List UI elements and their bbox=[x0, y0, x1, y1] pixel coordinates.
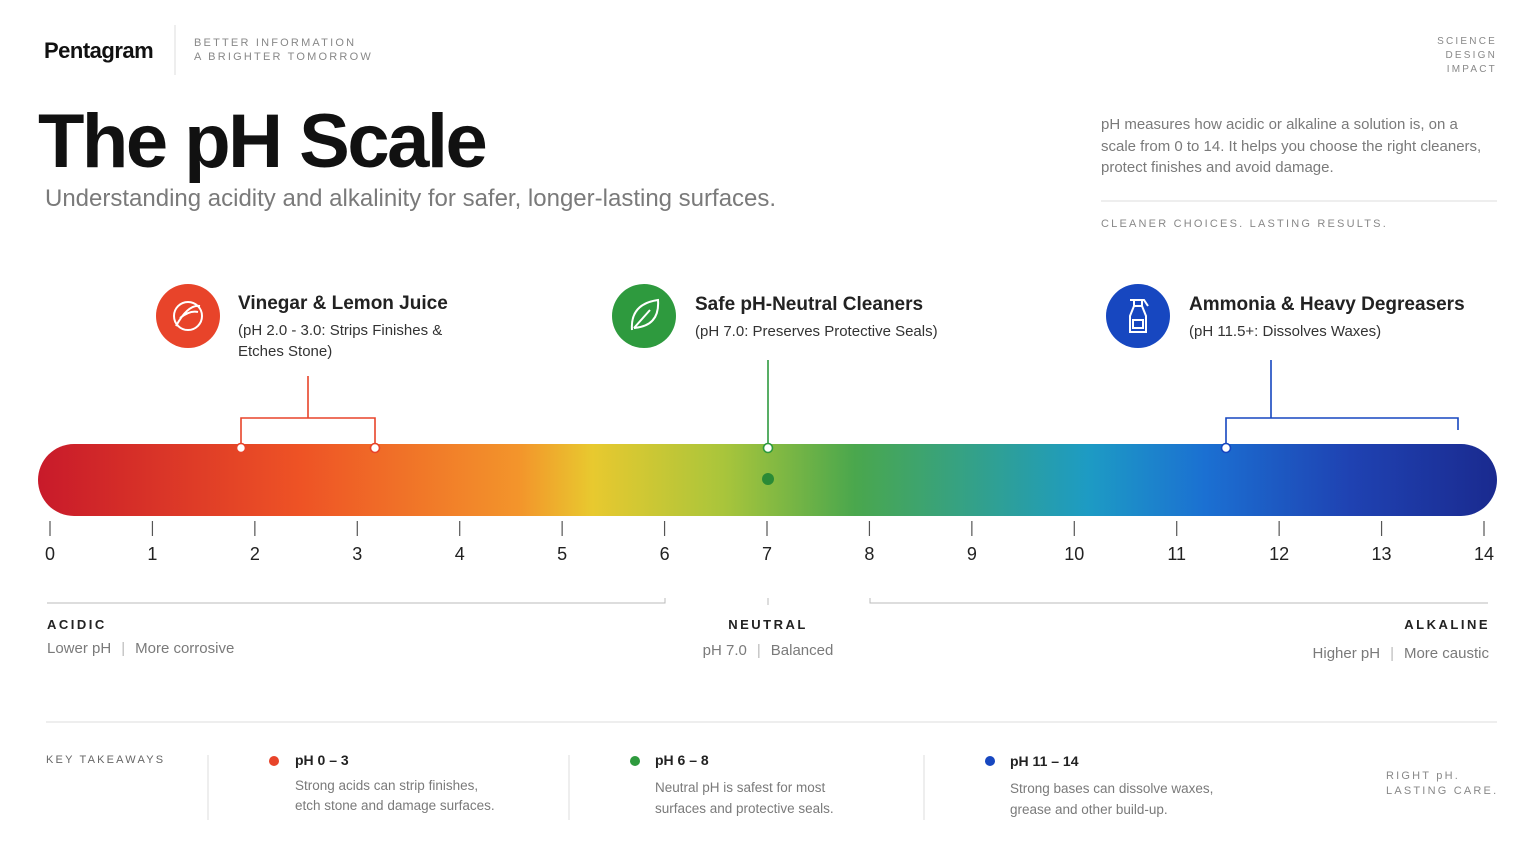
marker bbox=[1220, 442, 1232, 454]
takeaway-line: grease and other build-up. bbox=[1010, 802, 1168, 817]
tagline: A BRIGHTER TOMORROW bbox=[194, 51, 373, 63]
takeaway-text: Neutral pH is safest for most surfaces an… bbox=[655, 777, 834, 819]
scale-label: 3 bbox=[352, 544, 362, 564]
takeaway-text: Strong acids can strip finishes, etch sto… bbox=[295, 776, 495, 815]
marker bbox=[235, 442, 247, 454]
footer-line: LASTING CARE. bbox=[1386, 785, 1499, 797]
footer-line: RIGHT pH. bbox=[1386, 770, 1460, 782]
takeaway-range: pH 11 – 14 bbox=[1010, 753, 1079, 769]
takeaway-range: pH 0 – 3 bbox=[295, 752, 349, 768]
scale-label: 7 bbox=[762, 544, 772, 564]
legend-dot bbox=[985, 756, 995, 766]
zone-notes: pH 7.0 | Balanced bbox=[702, 642, 834, 659]
zone-rules bbox=[47, 598, 1488, 605]
scale-label: 6 bbox=[660, 544, 670, 564]
callout-title: Safe pH-Neutral Cleaners bbox=[695, 294, 924, 315]
callout-title: Vinegar & Lemon Juice bbox=[238, 293, 448, 314]
zone-label: ACIDIC bbox=[47, 617, 107, 632]
legend-dot bbox=[630, 756, 640, 766]
scale-label: 14 bbox=[1474, 544, 1494, 564]
zone-label: ALKALINE bbox=[1404, 617, 1490, 632]
scale-label: 4 bbox=[455, 544, 465, 564]
intro: pH measures how acidic or alkaline a sol… bbox=[1101, 116, 1482, 176]
callout-detail: (pH 11.5+: Dissolves Waxes) bbox=[1189, 323, 1382, 340]
zone-note: More caustic bbox=[1403, 645, 1489, 662]
legend-dot bbox=[269, 756, 279, 766]
scale-label: 5 bbox=[557, 544, 567, 564]
scale-label: 1 bbox=[147, 544, 157, 564]
title: The pH Scale bbox=[38, 99, 488, 184]
callout-detail: (pH 7.0: Preserves Protective Seals) bbox=[695, 323, 938, 340]
spray-icon bbox=[1106, 284, 1170, 348]
acid-icon bbox=[156, 284, 220, 348]
marker bbox=[762, 442, 774, 454]
corner-text: SCIENCE DESIGN IMPACT bbox=[1437, 35, 1497, 77]
zone-notes: Lower pH | More corrosive bbox=[47, 640, 235, 657]
takeaway-line: surfaces and protective seals. bbox=[655, 801, 834, 816]
takeaway-range: pH 6 – 8 bbox=[655, 752, 709, 768]
acid-bracket bbox=[240, 376, 376, 448]
zone-note: pH 7.0 bbox=[702, 642, 747, 659]
scale-label: 10 bbox=[1064, 544, 1084, 564]
scale-label: 0 bbox=[45, 544, 55, 564]
zone-note: Lower pH bbox=[47, 640, 112, 657]
takeaway-dividers bbox=[207, 755, 925, 820]
zone-note: Higher pH bbox=[1312, 645, 1381, 662]
scale-label: 9 bbox=[967, 544, 977, 564]
neutral-dot bbox=[762, 473, 774, 485]
corner-line: DESIGN bbox=[1445, 50, 1497, 61]
alkaline-bracket bbox=[1225, 360, 1459, 448]
leaf-icon bbox=[612, 284, 676, 348]
takeaway-line: Strong acids can strip finishes, bbox=[295, 778, 479, 793]
zone-notes: Higher pH | More caustic bbox=[1312, 645, 1489, 662]
takeaway-line: etch stone and damage surfaces. bbox=[295, 797, 495, 813]
corner-line: IMPACT bbox=[1446, 64, 1497, 75]
intro-tagline: CLEANER CHOICES. LASTING RESULTS. bbox=[1101, 218, 1388, 230]
callout-detail: (pH 2.0 - 3.0: Strips Finishes & Etches … bbox=[238, 322, 443, 360]
scale-label: 8 bbox=[864, 544, 874, 564]
takeaways-heading: KEY TAKEAWAYS bbox=[46, 754, 166, 766]
takeaway-line: Strong bases can dissolve waxes, bbox=[1010, 781, 1214, 796]
scale-label: 2 bbox=[250, 544, 260, 564]
zone-label: NEUTRAL bbox=[728, 617, 808, 632]
scale-label: 11 bbox=[1167, 544, 1186, 564]
scale-label: 13 bbox=[1372, 544, 1392, 564]
zone-note: More corrosive bbox=[135, 640, 235, 657]
zone-note: Balanced bbox=[770, 642, 834, 659]
marker bbox=[369, 442, 381, 454]
takeaway-text: Strong bases can dissolve waxes, grease a… bbox=[1010, 778, 1213, 820]
takeaway-line: Neutral pH is safest for most bbox=[655, 780, 826, 795]
subtitle: Understanding acidity and alkalinity for… bbox=[45, 185, 777, 212]
scale-label: 12 bbox=[1269, 544, 1289, 564]
tagline: BETTER INFORMATION bbox=[194, 37, 357, 49]
corner-line: SCIENCE bbox=[1437, 36, 1497, 47]
callout-title: Ammonia & Heavy Degreasers bbox=[1189, 294, 1465, 315]
footer-text: RIGHT pH. LASTING CARE. bbox=[1386, 769, 1498, 799]
brand: Pentagram bbox=[44, 38, 154, 63]
